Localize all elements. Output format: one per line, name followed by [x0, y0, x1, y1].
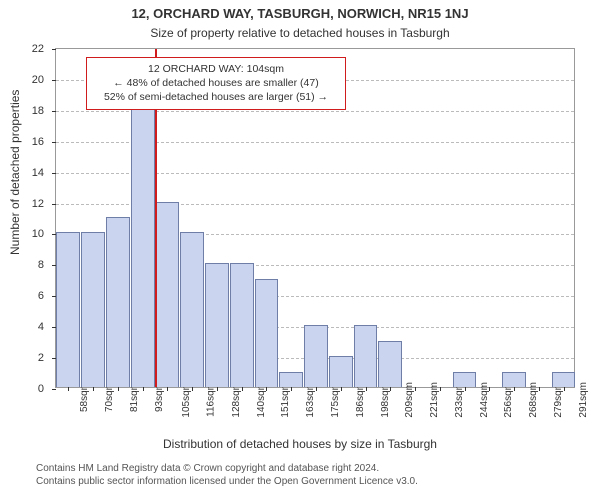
- x-tick: [539, 387, 540, 391]
- x-tick: [93, 387, 94, 391]
- y-tick-label: 8: [14, 259, 44, 271]
- y-tick-label: 12: [14, 198, 44, 210]
- bar: [552, 372, 576, 387]
- x-tick-label: 233sqm: [454, 382, 465, 418]
- y-tick-label: 10: [14, 228, 44, 240]
- annotation-box: 12 ORCHARD WAY: 104sqm← 48% of detached …: [86, 57, 346, 110]
- x-tick-label: 116sqm: [206, 382, 217, 417]
- x-tick-label: 279sqm: [553, 382, 564, 418]
- plot-frame: 024681012141618202258sqm70sqm81sqm93sqm1…: [55, 48, 575, 388]
- footer-line-1: Contains HM Land Registry data © Crown c…: [36, 462, 590, 475]
- y-tick: [52, 142, 56, 143]
- chart-wrap: 12, ORCHARD WAY, TASBURGH, NORWICH, NR15…: [0, 0, 600, 500]
- bar: [279, 372, 303, 387]
- bar: [304, 325, 328, 387]
- x-tick: [68, 387, 69, 391]
- x-tick: [564, 387, 565, 391]
- x-tick-label: 291sqm: [577, 382, 588, 418]
- y-tick: [52, 327, 56, 328]
- footer-line-2: Contains public sector information licen…: [36, 475, 590, 488]
- x-tick-label: 268sqm: [528, 382, 539, 418]
- plot-area: 024681012141618202258sqm70sqm81sqm93sqm1…: [55, 48, 575, 388]
- x-tick-label: 198sqm: [379, 382, 390, 418]
- y-tick-label: 22: [14, 43, 44, 55]
- bar: [453, 372, 477, 387]
- y-tick-label: 18: [14, 105, 44, 117]
- x-tick: [316, 387, 317, 391]
- bar: [354, 325, 378, 387]
- x-tick: [341, 387, 342, 391]
- y-tick: [52, 173, 56, 174]
- x-tick-label: 151sqm: [280, 382, 291, 418]
- y-tick: [52, 265, 56, 266]
- bar: [81, 232, 105, 387]
- x-tick: [242, 387, 243, 391]
- x-tick: [118, 387, 119, 391]
- y-tick: [52, 111, 56, 112]
- bar: [56, 232, 80, 387]
- annotation-line: 52% of semi-detached houses are larger (…: [93, 90, 339, 104]
- y-tick: [52, 234, 56, 235]
- x-tick: [514, 387, 515, 391]
- bar: [255, 279, 279, 387]
- x-tick: [217, 387, 218, 391]
- x-tick-label: 175sqm: [330, 382, 341, 418]
- bar: [378, 341, 402, 387]
- x-tick: [143, 387, 144, 391]
- x-tick-label: 209sqm: [404, 382, 415, 418]
- x-tick-label: 244sqm: [478, 382, 489, 418]
- y-tick: [52, 80, 56, 81]
- x-tick: [465, 387, 466, 391]
- y-tick-label: 20: [14, 74, 44, 86]
- x-tick-label: 140sqm: [255, 382, 266, 418]
- x-tick: [366, 387, 367, 391]
- y-tick: [52, 389, 56, 390]
- x-tick-label: 186sqm: [355, 382, 366, 418]
- y-tick-label: 6: [14, 290, 44, 302]
- x-tick: [167, 387, 168, 391]
- bar: [502, 372, 526, 387]
- bar: [205, 263, 229, 387]
- y-tick-label: 16: [14, 136, 44, 148]
- x-tick-label: 128sqm: [231, 382, 242, 418]
- y-tick-label: 0: [14, 383, 44, 395]
- x-tick: [291, 387, 292, 391]
- y-tick-label: 14: [14, 167, 44, 179]
- bar: [106, 217, 130, 387]
- footer: Contains HM Land Registry data © Crown c…: [36, 462, 590, 488]
- y-tick: [52, 204, 56, 205]
- annotation-line: 12 ORCHARD WAY: 104sqm: [93, 62, 339, 76]
- x-tick: [390, 387, 391, 391]
- y-tick: [52, 296, 56, 297]
- x-axis-label: Distribution of detached houses by size …: [0, 437, 600, 451]
- x-tick: [489, 387, 490, 391]
- x-tick-label: 221sqm: [429, 382, 440, 418]
- bar: [329, 356, 353, 387]
- x-tick-label: 105sqm: [181, 382, 192, 418]
- x-tick-label: 163sqm: [305, 382, 316, 418]
- y-tick-label: 4: [14, 321, 44, 333]
- annotation-line: ← 48% of detached houses are smaller (47…: [93, 76, 339, 90]
- page-subtitle: Size of property relative to detached ho…: [0, 26, 600, 40]
- x-tick: [440, 387, 441, 391]
- x-tick: [192, 387, 193, 391]
- y-tick-label: 2: [14, 352, 44, 364]
- bar: [131, 109, 155, 387]
- y-tick: [52, 358, 56, 359]
- bar: [156, 202, 180, 387]
- y-tick: [52, 49, 56, 50]
- x-tick: [415, 387, 416, 391]
- x-tick-label: 256sqm: [503, 382, 514, 418]
- bar: [230, 263, 254, 387]
- bar: [180, 232, 204, 387]
- x-tick: [266, 387, 267, 391]
- page-title: 12, ORCHARD WAY, TASBURGH, NORWICH, NR15…: [0, 6, 600, 21]
